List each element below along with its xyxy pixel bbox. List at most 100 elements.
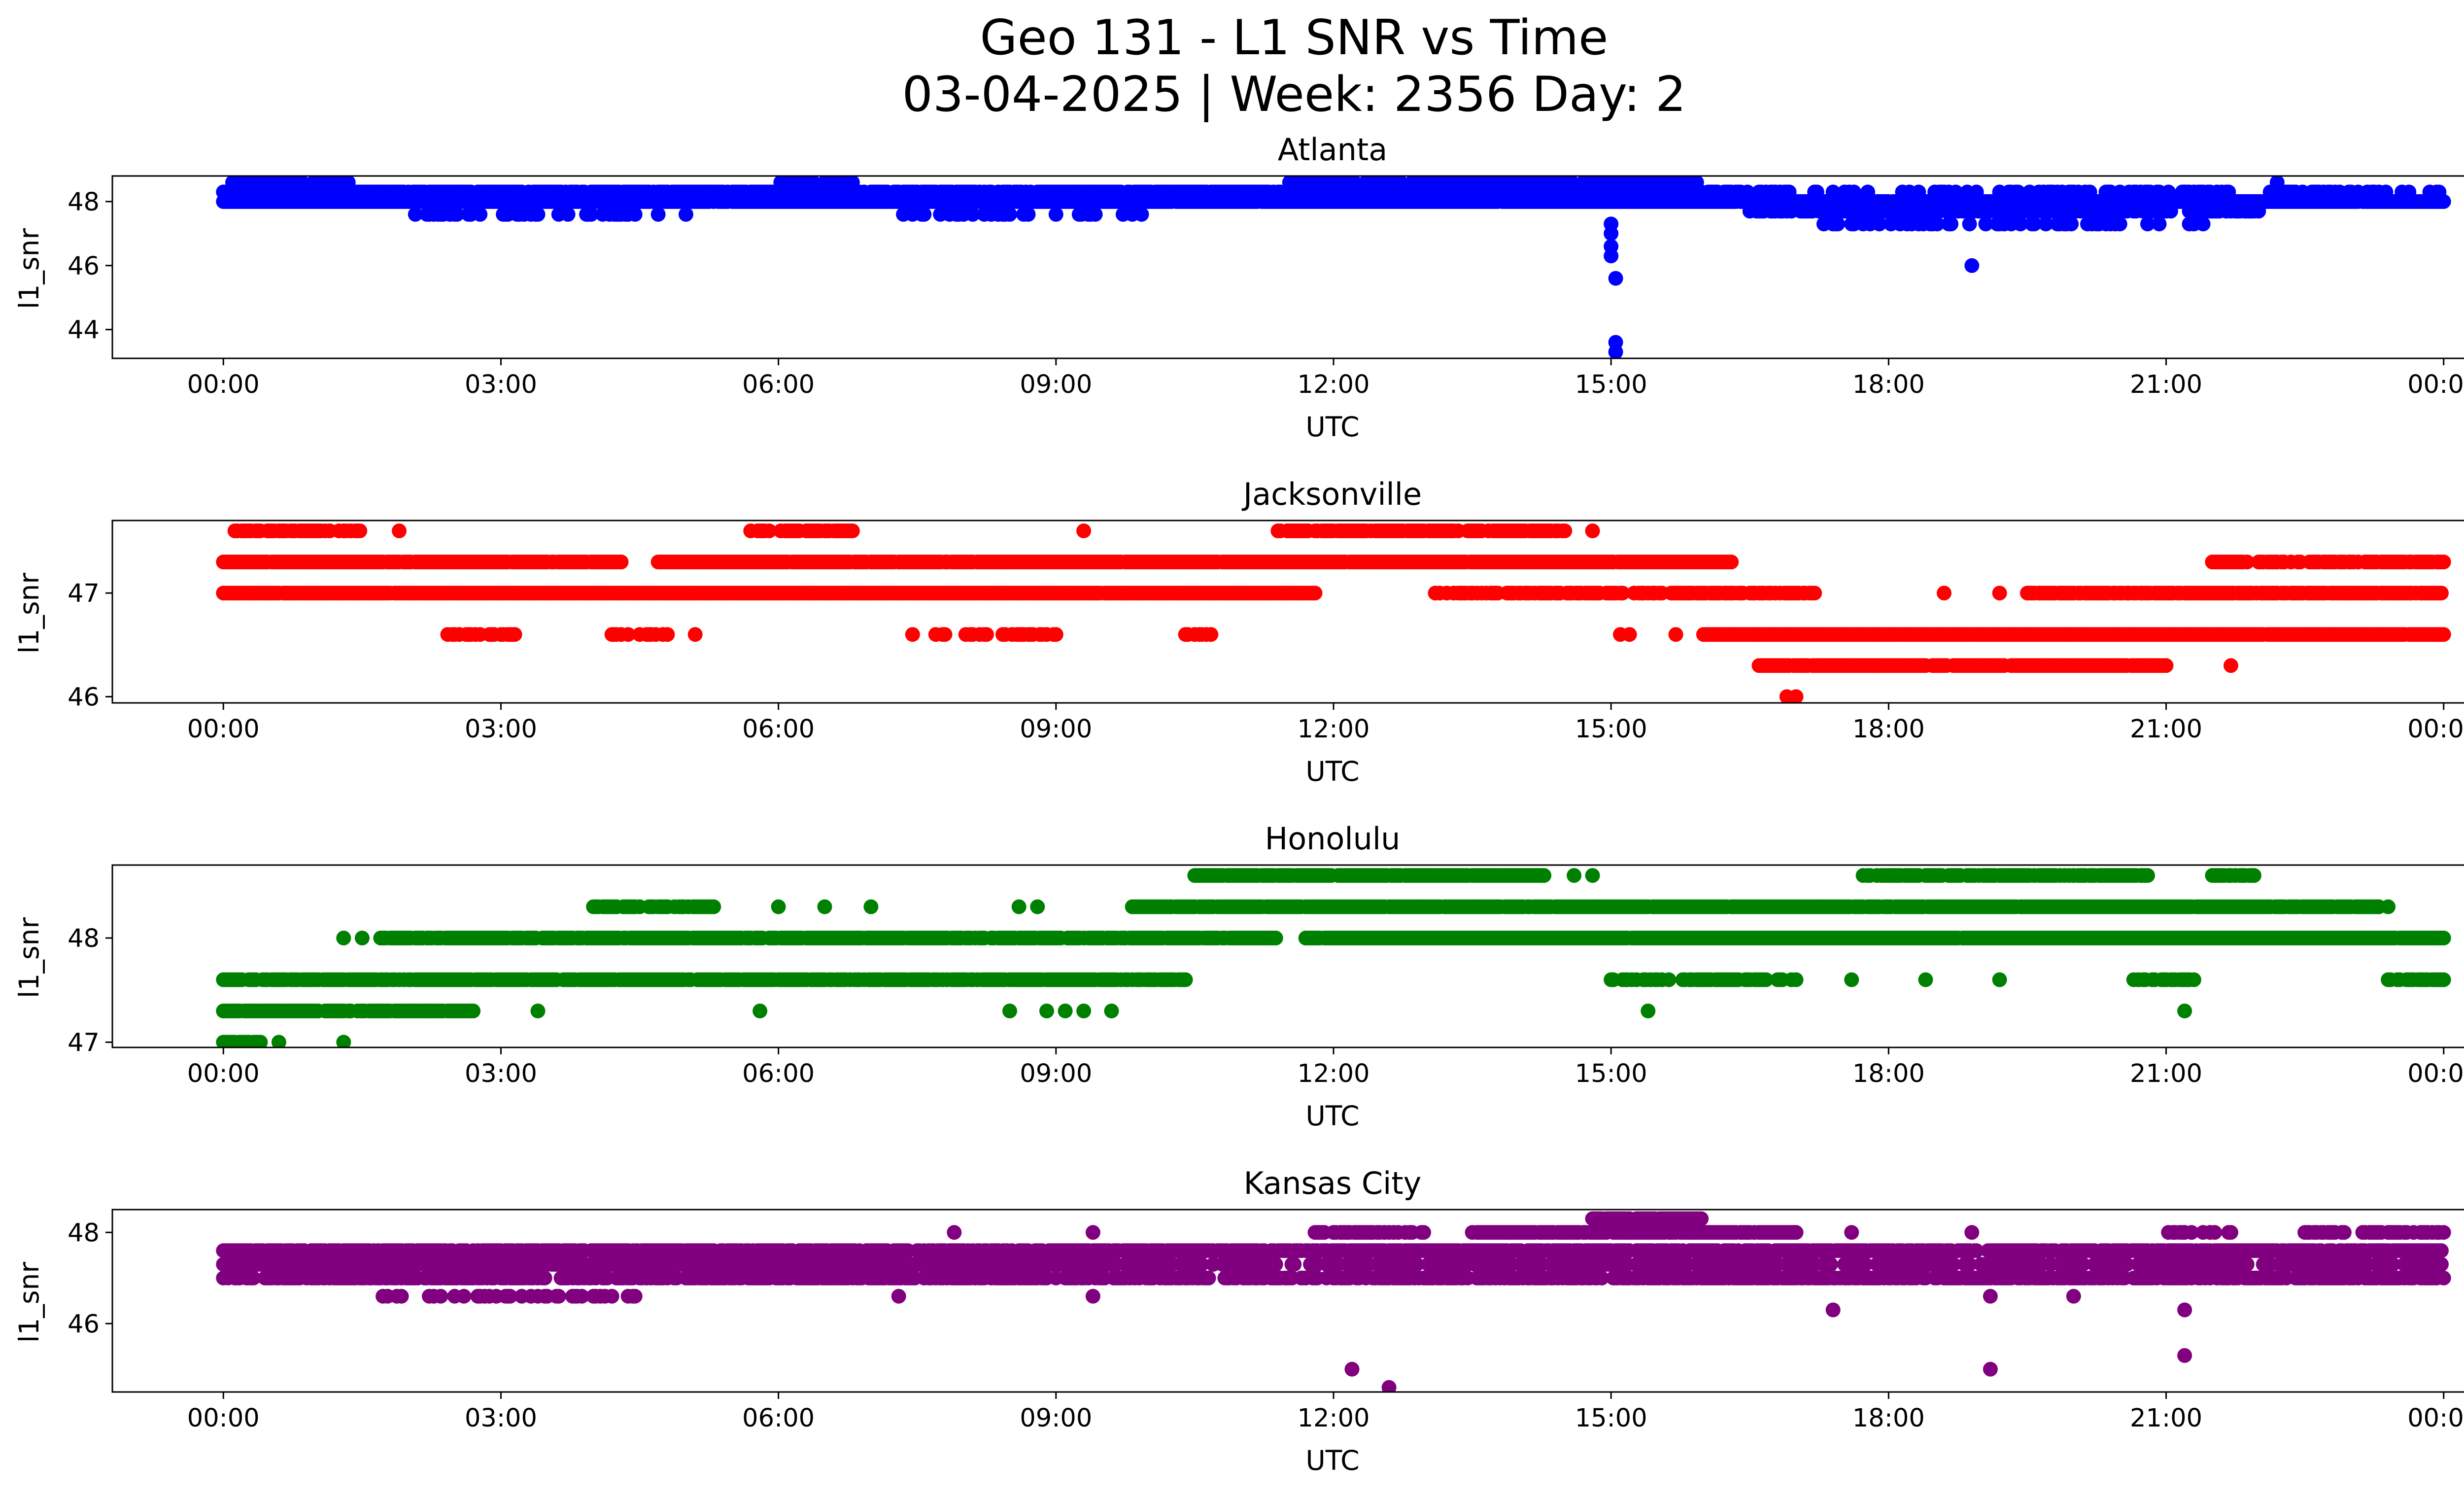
data-point bbox=[1830, 216, 1846, 232]
data-point bbox=[2013, 216, 2028, 232]
x-axis-label-jacksonville: UTC bbox=[1305, 756, 1359, 787]
data-point bbox=[1978, 216, 1993, 232]
data-point bbox=[1622, 627, 1637, 642]
data-point bbox=[2112, 216, 2127, 232]
data-point bbox=[1048, 627, 1063, 642]
data-point bbox=[761, 523, 777, 538]
data-point bbox=[449, 207, 465, 222]
data-point bbox=[1608, 345, 1623, 358]
y-tick-label: 44 bbox=[68, 316, 100, 345]
data-point bbox=[1809, 184, 1824, 200]
data-point bbox=[1992, 586, 2007, 601]
data-point bbox=[678, 207, 693, 222]
data-point bbox=[937, 627, 953, 642]
data-point bbox=[2140, 216, 2155, 232]
axes-frame-jacksonville bbox=[111, 520, 2464, 704]
data-point bbox=[2224, 658, 2238, 673]
data-point bbox=[614, 555, 629, 570]
data-point bbox=[1937, 586, 1951, 601]
x-tick-label: 03:00 bbox=[465, 370, 537, 399]
data-point bbox=[2163, 204, 2178, 219]
data-point bbox=[1911, 184, 1926, 200]
x-tick-label: 00:00 bbox=[2407, 370, 2464, 399]
data-point bbox=[1929, 216, 1945, 232]
scatter-series-atlanta bbox=[216, 176, 2451, 358]
data-point bbox=[2011, 184, 2026, 200]
data-point bbox=[352, 523, 368, 538]
y-tick-label: 46 bbox=[68, 252, 100, 281]
panel-atlanta: Atlanta UTC l1_snr 00:00 03:00 06:00 09:00 1… bbox=[13, 132, 2464, 443]
data-point bbox=[408, 207, 423, 222]
scatter-series-jacksonville bbox=[216, 523, 2451, 703]
data-point bbox=[2378, 184, 2394, 200]
data-point bbox=[2251, 204, 2266, 219]
data-point bbox=[2436, 555, 2451, 570]
data-point bbox=[845, 523, 860, 538]
data-point bbox=[2082, 184, 2097, 200]
scatter-series-honolulu bbox=[216, 868, 2451, 1047]
data-point bbox=[1203, 627, 1219, 642]
data-point bbox=[905, 627, 920, 642]
data-point bbox=[650, 207, 666, 222]
data-point bbox=[1604, 226, 1619, 241]
data-point bbox=[627, 207, 643, 222]
data-point bbox=[1781, 184, 1797, 200]
x-axis-ticks-jacksonville: 00:00 03:00 06:00 09:00 12:00 15:00 18:00 21:00… bbox=[187, 703, 2464, 744]
data-point bbox=[1048, 207, 1063, 222]
data-point bbox=[1969, 184, 1984, 200]
data-point bbox=[1962, 216, 1977, 232]
x-tick-label: 06:00 bbox=[742, 370, 815, 399]
data-point bbox=[341, 176, 356, 190]
x-tick-label: 12:00 bbox=[1298, 370, 1370, 399]
x-tick-label: 18:00 bbox=[1852, 370, 1925, 399]
panel-title-jacksonville: Jacksonville bbox=[1241, 476, 1422, 512]
panel-title-atlanta: Atlanta bbox=[1278, 132, 1387, 168]
data-point bbox=[917, 207, 932, 222]
data-point bbox=[2239, 555, 2255, 570]
x-tick-label: 18:00 bbox=[1852, 715, 1925, 744]
data-point bbox=[1788, 689, 1804, 703]
data-point bbox=[620, 627, 636, 642]
y-axis-label-atlanta: l1_snr bbox=[13, 228, 45, 309]
data-point bbox=[1557, 523, 1573, 538]
data-point bbox=[1134, 207, 1149, 222]
data-point bbox=[1088, 207, 1103, 222]
x-axis-ticks-atlanta: 00:00 03:00 06:00 09:00 12:00 15:00 18:00 21:00… bbox=[187, 358, 2464, 399]
data-point bbox=[2038, 216, 2053, 232]
x-tick-label: 00:00 bbox=[2407, 715, 2464, 744]
data-point bbox=[2401, 184, 2417, 200]
data-point bbox=[1872, 216, 1887, 232]
panel-honolulu: Honolulu UTC l1_snr 00:00 03:00 06:00 09:00… bbox=[13, 821, 2464, 1132]
data-point bbox=[2158, 658, 2174, 673]
data-point bbox=[583, 207, 599, 222]
data-point bbox=[1964, 258, 1980, 273]
data-point bbox=[1307, 586, 1323, 601]
x-tick-label: 00:00 bbox=[187, 715, 260, 744]
data-point bbox=[1393, 176, 1408, 190]
x-tick-label: 09:00 bbox=[1020, 370, 1092, 399]
data-point bbox=[560, 207, 576, 222]
data-point bbox=[1944, 216, 1959, 232]
data-point bbox=[1740, 184, 1755, 200]
data-point bbox=[1076, 523, 1092, 538]
data-point bbox=[1668, 627, 1683, 642]
y-axis-label-jacksonville: l1_snr bbox=[13, 573, 45, 654]
data-point bbox=[1689, 176, 1704, 190]
y-tick-label: 46 bbox=[68, 683, 100, 712]
data-point bbox=[2064, 216, 2079, 232]
data-point bbox=[1608, 271, 1623, 286]
data-point bbox=[660, 627, 675, 642]
data-point bbox=[1564, 176, 1579, 190]
data-point bbox=[979, 627, 994, 642]
data-point bbox=[845, 176, 860, 190]
data-point bbox=[1724, 555, 1739, 570]
panel-title-honolulu: Honolulu bbox=[1265, 821, 1401, 857]
data-point bbox=[2195, 216, 2211, 232]
data-point bbox=[473, 207, 488, 222]
data-point bbox=[2152, 216, 2167, 232]
data-point bbox=[1604, 248, 1619, 264]
x-tick-label: 21:00 bbox=[2130, 370, 2202, 399]
